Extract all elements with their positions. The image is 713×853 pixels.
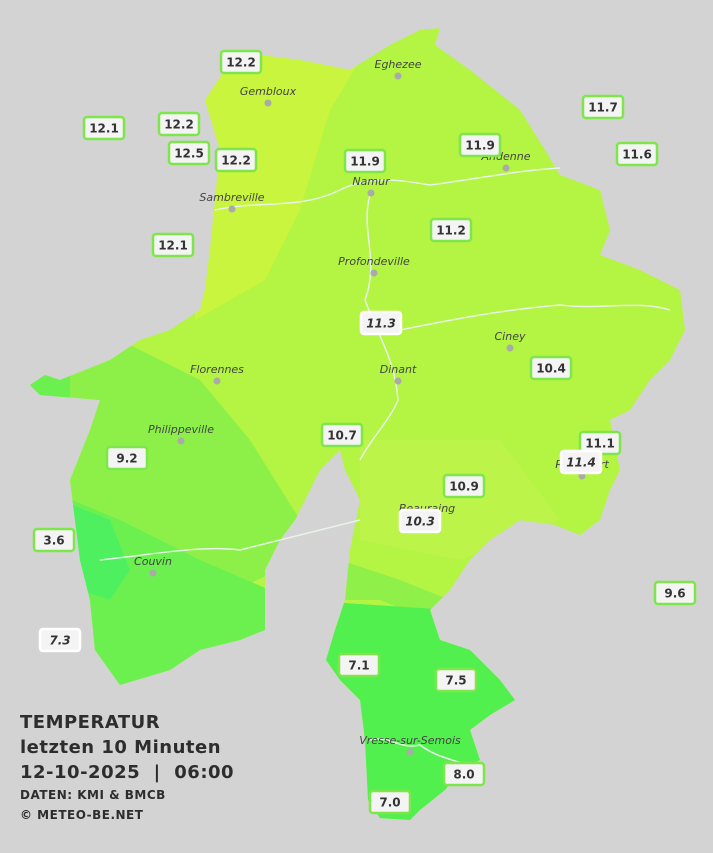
town-dot (406, 748, 414, 756)
station-box (559, 449, 603, 475)
station-temperature: 10.4 (536, 362, 566, 376)
station-temperature: 12.2 (221, 154, 251, 168)
town-name: Sambreville (199, 191, 264, 204)
town-name: Dinant (380, 363, 417, 376)
town-dot (370, 269, 378, 277)
station-box (434, 667, 478, 693)
station-box (337, 652, 381, 678)
station-box (320, 422, 364, 448)
station-box (458, 132, 502, 158)
town-name: Profondeville (338, 255, 410, 268)
station-temperature: 11.6 (622, 148, 652, 162)
station-temperature: 9.6 (664, 587, 685, 601)
station-box (429, 217, 473, 243)
town-name: Gembloux (240, 85, 297, 98)
station-box (167, 140, 211, 166)
credit: © METEO-BE.NET (20, 808, 144, 822)
rivers (99, 167, 671, 771)
station-temperature: 12.1 (158, 239, 188, 253)
town-dot (394, 377, 402, 385)
station-temperature: 3.6 (43, 534, 64, 548)
station-temperature: 12.1 (89, 122, 119, 136)
station-temperature: 11.4 (566, 456, 596, 470)
station-temperature: 10.9 (449, 480, 479, 494)
town-dot (228, 205, 236, 213)
station-temperature: 12.2 (226, 56, 256, 70)
station-box (581, 94, 625, 120)
town-name: Eghezee (375, 58, 422, 71)
station-temperature: 7.5 (445, 674, 466, 688)
town-name: Vresse-sur-Semois (359, 734, 461, 747)
station-temperature: 11.9 (350, 155, 380, 169)
town-name: Florennes (190, 363, 244, 376)
station-box (529, 355, 573, 381)
station-temperature: 11.3 (366, 317, 396, 331)
station-temperature: 11.7 (588, 101, 618, 115)
subtitle: letzten 10 Minuten (20, 737, 222, 758)
station-box (214, 147, 258, 173)
station-box (105, 445, 149, 471)
station-box (151, 232, 195, 258)
station-temperature: 9.2 (116, 452, 137, 466)
station-box (219, 49, 263, 75)
station-temperature: 7.0 (379, 796, 400, 810)
town-dot (213, 377, 221, 385)
station-temperature: 11.9 (465, 139, 495, 153)
town-dot (506, 344, 514, 352)
town-name: Namur (352, 175, 391, 188)
station-temperature: 11.2 (436, 224, 466, 238)
datetime: 12-10-2025 | 06:00 (20, 762, 235, 783)
station-temperature: 12.5 (174, 147, 204, 161)
title: TEMPERATUR (20, 712, 161, 733)
station-temperature: 7.3 (49, 634, 70, 648)
station-box (442, 761, 486, 787)
station-temperature: 8.0 (453, 768, 474, 782)
station-temperature: 10.3 (405, 515, 435, 529)
town-dot (149, 569, 157, 577)
station-box (653, 580, 697, 606)
legend-block: TEMPERATUR letzten 10 Minuten 12-10-2025… (20, 710, 234, 825)
station-box (615, 141, 659, 167)
stations: 12.2 12.1 12.2 12.5 12.2 11.9 11.9 11.7 11.6 12.1… (32, 49, 697, 815)
town-dot (367, 189, 375, 197)
station-box (368, 789, 412, 815)
station-box (32, 527, 76, 553)
station-temperature: 10.7 (327, 429, 357, 443)
station-box (157, 111, 201, 137)
town-name: Couvin (134, 555, 172, 568)
town-dot (264, 99, 272, 107)
town-name: Philippeville (148, 423, 214, 436)
station-box (442, 473, 486, 499)
station-box (398, 508, 442, 534)
station-box (359, 310, 403, 336)
source: DATEN: KMI & BMCB (20, 788, 166, 802)
town-name: Ciney (495, 330, 526, 343)
town-dot (394, 72, 402, 80)
town-dot (177, 437, 185, 445)
station-box (82, 115, 126, 141)
station-temperature: 12.2 (164, 118, 194, 132)
station-box (343, 148, 387, 174)
station-temperature: 7.1 (348, 659, 369, 673)
town-dot (502, 164, 510, 172)
station-box (38, 627, 82, 653)
station-temperature: 11.1 (585, 437, 615, 451)
towns: GemblouxEghezeeSambrevilleNamurAndennePr… (134, 58, 609, 756)
